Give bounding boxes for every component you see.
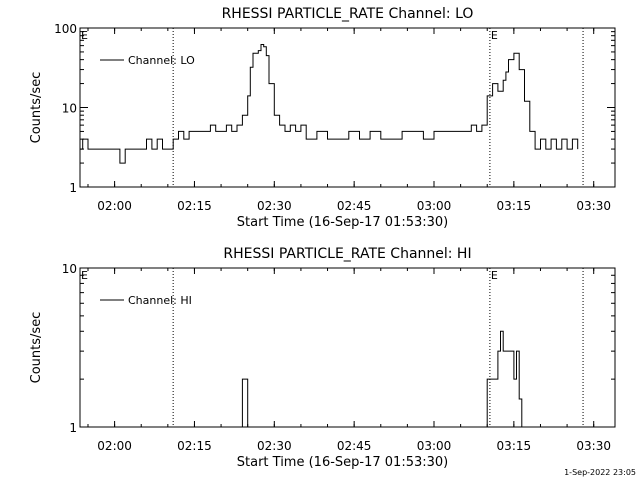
y-axis-label: Counts/sec: [29, 312, 44, 384]
x-axis-label: Start Time (16-Sep-17 01:53:30): [237, 215, 448, 230]
x-tick-label: 02:30: [257, 199, 292, 213]
x-tick-label: 02:45: [337, 439, 372, 453]
x-tick-label: 03:00: [417, 199, 452, 213]
series-line: [80, 44, 579, 164]
lo-channel-panel: RHESSI PARTICLE_RATE Channel: LO 02:00 02:…: [29, 6, 616, 230]
y-tick-label: 1: [69, 181, 77, 195]
x-tick-label: 02:30: [257, 439, 292, 453]
x-tick-label: 03:00: [417, 439, 452, 453]
marker-label: E: [81, 29, 88, 42]
marker-label: E: [491, 269, 498, 282]
x-tick-label: 02:00: [97, 199, 132, 213]
y-tick-label: 10: [62, 102, 77, 116]
plot-frame: [79, 27, 616, 188]
x-tick-label: 02:45: [337, 199, 372, 213]
x-tick-label: 02:15: [177, 199, 212, 213]
x-tick-label: 03:30: [576, 439, 611, 453]
x-tick-label: 02:00: [97, 439, 132, 453]
legend-label: Channel: HI: [128, 294, 192, 307]
x-tick-label: 03:30: [576, 199, 611, 213]
y-tick-label: 100: [54, 22, 77, 36]
marker-label: E: [81, 269, 88, 282]
y-tick-label: 10: [62, 262, 77, 276]
y-axis-label: Counts/sec: [29, 72, 44, 144]
x-tick-label: 03:15: [497, 439, 532, 453]
chart-title: RHESSI PARTICLE_RATE Channel: HI: [223, 246, 471, 262]
legend-label: Channel: LO: [128, 54, 195, 67]
x-tick-label: 02:15: [177, 439, 212, 453]
footer-timestamp: 1-Sep-2022 23:05: [564, 468, 636, 477]
plot-frame: [79, 267, 616, 428]
marker-label: E: [491, 29, 498, 42]
series-line: [80, 330, 525, 428]
chart-title: RHESSI PARTICLE_RATE Channel: LO: [222, 6, 474, 22]
hi-channel-panel: RHESSI PARTICLE_RATE Channel: HI 02:00 02:…: [29, 246, 616, 470]
x-tick-label: 03:15: [497, 199, 532, 213]
y-tick-label: 1: [69, 421, 77, 435]
x-axis-label: Start Time (16-Sep-17 01:53:30): [237, 455, 448, 470]
